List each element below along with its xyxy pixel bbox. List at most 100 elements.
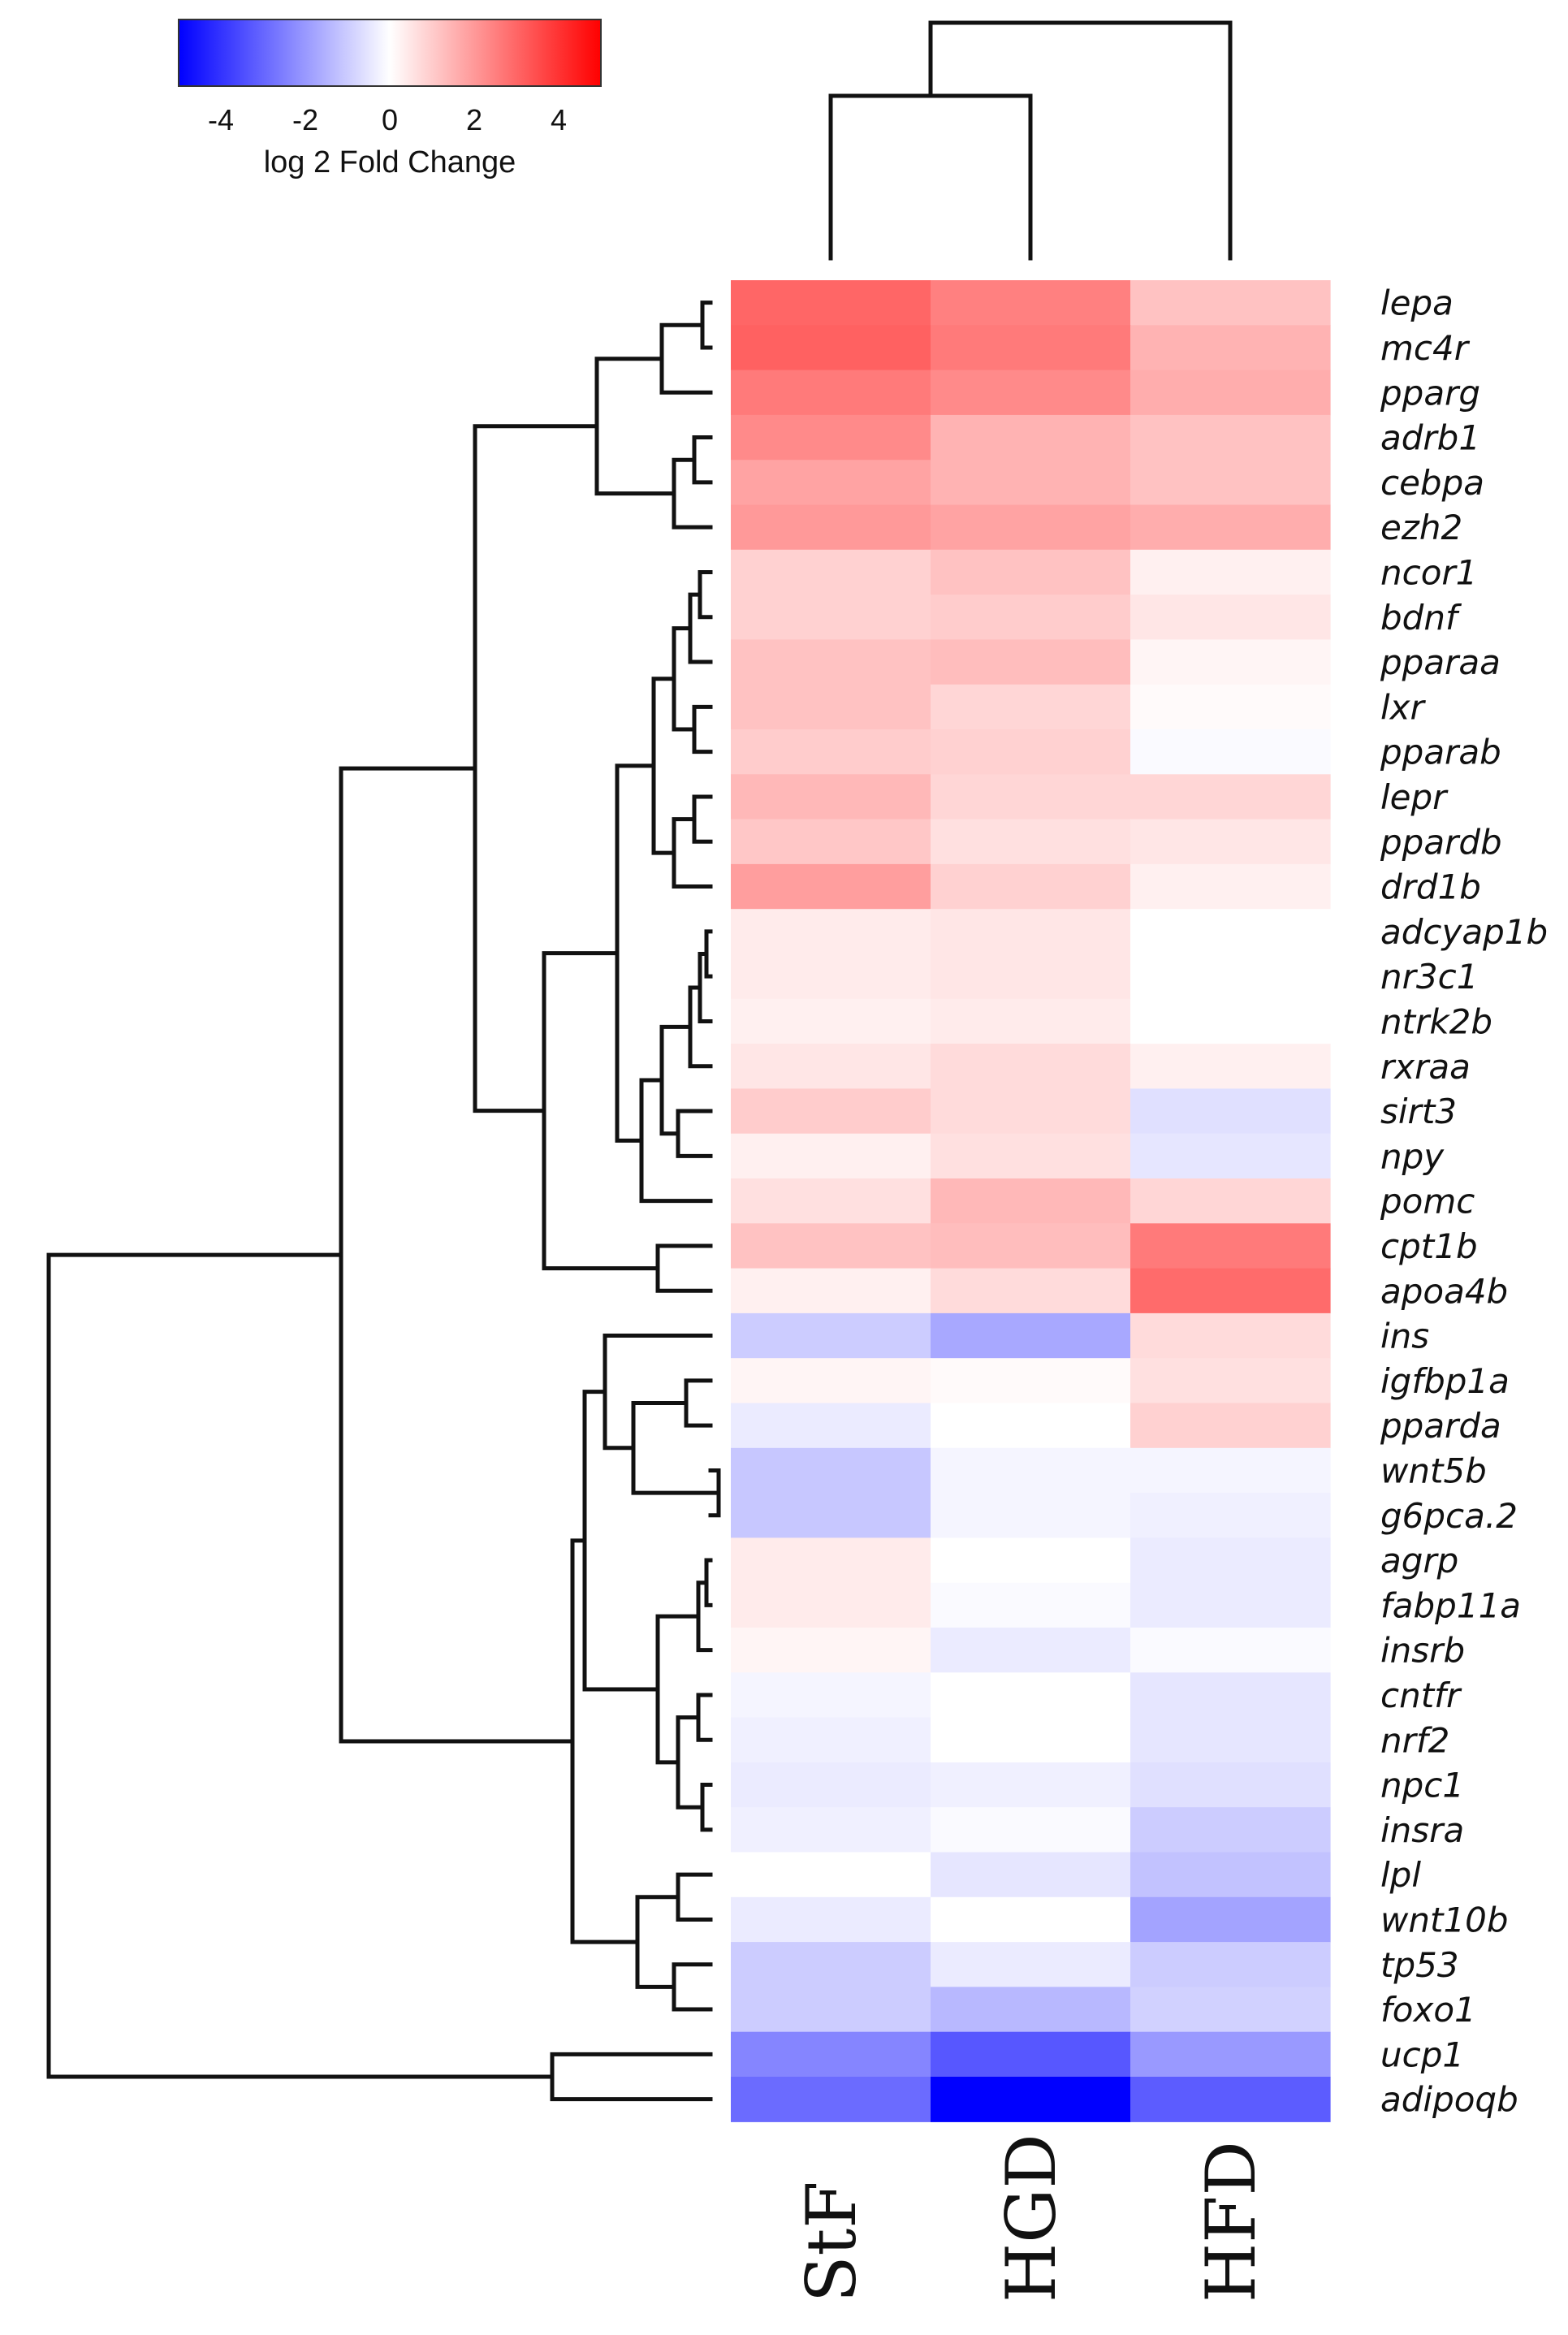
- colorbar-label: log 2 Fold Change: [264, 145, 516, 179]
- row-label-nrf2: nrf2: [1380, 1720, 1449, 1760]
- heatmap-cell-pparaa-HGD: [931, 639, 1131, 685]
- row-label-pomc: pomc: [1380, 1182, 1475, 1222]
- heatmap-cell-lepa-HFD: [1130, 280, 1331, 326]
- heatmap-cell-pparg-StF: [731, 370, 931, 416]
- heatmap-cell-cpt1b-HGD: [931, 1223, 1131, 1269]
- heatmap-cell-pparab-HFD: [1130, 729, 1331, 775]
- heatmap-cell-sirt3-HFD: [1130, 1088, 1331, 1135]
- heatmap-cell-rxraa-StF: [731, 1044, 931, 1089]
- heatmap-cell-npc1-StF: [731, 1762, 931, 1808]
- heatmap-cell-cebpa-HGD: [931, 460, 1131, 506]
- row-label-adrb1: adrb1: [1380, 418, 1480, 458]
- row-label-lxr: lxr: [1380, 687, 1427, 727]
- heatmap-cell-g6pca.2-HGD: [931, 1493, 1131, 1538]
- row-label-ins: ins: [1380, 1317, 1429, 1356]
- heatmap-cell-tp53-HGD: [931, 1942, 1131, 1987]
- row-label-mc4r: mc4r: [1380, 328, 1471, 368]
- colorbar-gradient: [178, 19, 602, 87]
- row-label-agrp: agrp: [1380, 1541, 1458, 1580]
- heatmap-cell-bdnf-HFD: [1130, 595, 1331, 640]
- heatmap-cell-lepr-StF: [731, 774, 931, 820]
- heatmap-cell-drd1b-HGD: [931, 863, 1131, 910]
- heatmap-cell-pparg-HGD: [931, 370, 1131, 416]
- heatmap-cell-rxraa-HGD: [931, 1044, 1131, 1089]
- row-dendrogram-link-36: [570, 1538, 640, 1944]
- heatmap-cell-bdnf-HGD: [931, 595, 1131, 640]
- heatmap-cell-cntfr-HFD: [1130, 1672, 1331, 1719]
- heatmap-cell-ncor1-StF: [731, 549, 931, 595]
- row-label-pparab: pparab: [1380, 733, 1501, 772]
- row-label-npy: npy: [1380, 1136, 1445, 1176]
- heatmap-cell-lepr-HGD: [931, 774, 1131, 820]
- heatmap-cell-ucp1-StF: [731, 2031, 931, 2078]
- row-label-npc1: npc1: [1380, 1766, 1464, 1805]
- heatmap-cell-cntfr-StF: [731, 1672, 931, 1719]
- heatmap-cell-rxraa-HFD: [1130, 1044, 1331, 1089]
- row-dendrogram-link-38: [550, 2052, 713, 2102]
- row-dendrogram-link-2: [692, 435, 713, 485]
- heatmap-cell-sirt3-HGD: [931, 1088, 1131, 1135]
- colorbar-tick-2: 2: [466, 103, 482, 136]
- row-label-drd1b: drd1b: [1380, 867, 1481, 907]
- heatmap-cell-pparda-HFD: [1130, 1403, 1331, 1449]
- heatmap-cell-npy-HFD: [1130, 1133, 1331, 1179]
- row-label-cebpa: cebpa: [1380, 463, 1484, 503]
- heatmap-cell-nr3c1-StF: [731, 953, 931, 1000]
- heatmap-cell-fabp11a-StF: [731, 1582, 931, 1628]
- heatmap-cell-pparaa-HFD: [1130, 639, 1331, 685]
- row-dendrogram-link-25: [603, 1334, 713, 1451]
- heatmap-cell-pomc-HGD: [931, 1178, 1131, 1224]
- row-label-ppardb: ppardb: [1380, 822, 1502, 862]
- heatmap-cell-adipoqb-HFD: [1130, 2077, 1331, 2122]
- heatmap-cell-g6pca.2-HFD: [1130, 1493, 1331, 1538]
- heatmap-cell-insrb-StF: [731, 1628, 931, 1673]
- heatmap-cell-adrb1-HGD: [931, 414, 1131, 461]
- row-label-bdnf: bdnf: [1380, 598, 1462, 638]
- heatmap-cell-mc4r-HGD: [931, 325, 1131, 371]
- row-dendrogram-link-21: [473, 424, 599, 1113]
- heatmap-cell-pomc-StF: [731, 1178, 931, 1224]
- row-dendrogram-link-19: [655, 1243, 713, 1293]
- heatmap-cell-ntrk2b-HFD: [1130, 998, 1331, 1044]
- colorbar-tick-4: 4: [551, 103, 567, 136]
- row-label-cntfr: cntfr: [1380, 1676, 1462, 1715]
- row-dendrogram: [46, 301, 721, 2102]
- row-dendrogram-link-33: [676, 1872, 713, 1922]
- heatmap-cell-cpt1b-StF: [731, 1223, 931, 1269]
- heatmap-cell-nrf2-HGD: [931, 1717, 1131, 1763]
- colorbar-ticks: -4 -2 0 2 4: [208, 103, 567, 136]
- heatmap-cell-wnt10b-HFD: [1130, 1896, 1331, 1943]
- heatmap-cell-cebpa-StF: [731, 460, 931, 506]
- heatmap-cell-wnt10b-StF: [731, 1896, 931, 1943]
- heatmap-cell-insra-StF: [731, 1807, 931, 1853]
- row-dendrogram-link-34: [672, 1962, 713, 2012]
- heatmap-cell-igfbp1a-HGD: [931, 1358, 1131, 1404]
- heatmap-cell-ins-HFD: [1130, 1312, 1331, 1359]
- heatmap-cell-foxo1-HGD: [931, 1987, 1131, 2033]
- column-label-HGD: HGD: [991, 2134, 1071, 2303]
- heatmap-cell-adipoqb-StF: [731, 2077, 931, 2122]
- heatmap-cell-cpt1b-HFD: [1130, 1223, 1331, 1269]
- row-label-nr3c1: nr3c1: [1380, 957, 1478, 997]
- row-label-pparda: pparda: [1380, 1406, 1501, 1446]
- row-label-fabp11a: fabp11a: [1380, 1585, 1521, 1625]
- row-dendrogram-link-18: [615, 763, 656, 1143]
- row-label-apoa4b: apoa4b: [1380, 1271, 1508, 1311]
- row-dendrogram-link-24: [631, 1401, 721, 1495]
- heatmap-cell-lepr-HFD: [1130, 774, 1331, 820]
- heatmap-cell-insra-HFD: [1130, 1807, 1331, 1853]
- row-label-igfbp1a: igfbp1a: [1380, 1361, 1510, 1401]
- row-dendrogram-link-32: [582, 1390, 660, 1692]
- heatmap-cell-wnt10b-HGD: [931, 1896, 1131, 1943]
- heatmap-cell-pparab-HGD: [931, 729, 1131, 775]
- row-label-lepr: lepr: [1380, 777, 1449, 817]
- heatmap-cell-ucp1-HFD: [1130, 2031, 1331, 2078]
- heatmap-cell-ucp1-HGD: [931, 2031, 1131, 2078]
- heatmap-cell-ppardb-HFD: [1130, 819, 1331, 865]
- heatmap-cell-nr3c1-HGD: [931, 953, 1131, 1000]
- heatmap-cell-bdnf-StF: [731, 595, 931, 640]
- heatmap-cell-apoa4b-HGD: [931, 1268, 1131, 1314]
- heatmap-cell-ins-HGD: [931, 1312, 1131, 1359]
- heatmap-cell-ncor1-HFD: [1130, 549, 1331, 595]
